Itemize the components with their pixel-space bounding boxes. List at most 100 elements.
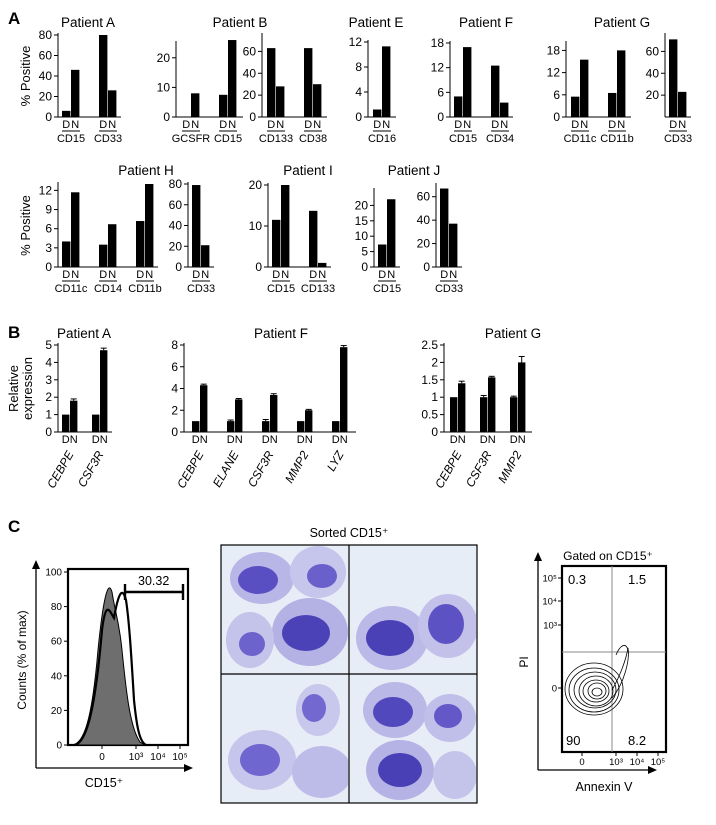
quadrant-upper-right: 1.5: [628, 572, 646, 587]
bar-label: D: [440, 269, 448, 281]
bar: [488, 377, 496, 432]
contour-x-label: Annexin V: [576, 780, 634, 794]
gene-label: CEBPE: [44, 448, 77, 491]
y-tick-label: 20: [39, 90, 53, 104]
micrograph-quadrant-2: [356, 594, 476, 670]
group-label: CD14: [94, 283, 122, 295]
group-label: CD16: [368, 133, 396, 145]
y-tick-label: 0.5: [421, 408, 438, 422]
bar-label: D: [262, 434, 270, 446]
cd15-micrograph: Sorted CD15⁺: [220, 526, 478, 804]
chart-title: Patient J: [388, 163, 441, 178]
bar: [219, 94, 228, 117]
bar: [108, 224, 117, 267]
group-label: CD15: [267, 283, 295, 295]
group-label: CD33: [435, 283, 463, 295]
y-tick-label: 0: [553, 110, 560, 124]
bar-label: D: [182, 119, 190, 131]
hist-gate-value: 30.32: [138, 574, 169, 588]
bar-label: D: [454, 119, 462, 131]
y-tick-label: 0: [249, 110, 256, 124]
bar-label: N: [305, 434, 313, 446]
bar: [62, 414, 70, 432]
y-tick-label: 1.5: [421, 373, 438, 387]
bar: [518, 362, 526, 432]
group-label: CD133: [301, 283, 335, 295]
bar-label: N: [387, 269, 395, 281]
contour-x-tick-label: 0: [579, 757, 584, 768]
y-tick-label: 5: [45, 338, 52, 352]
hist-y-ticks: 0 20 40 60 80 100: [45, 568, 68, 752]
bar-label: D: [450, 434, 458, 446]
bar: [62, 110, 71, 117]
bar-label: D: [136, 269, 144, 281]
y-tick-label: 60: [646, 44, 660, 58]
group-label: CD11c: [564, 133, 597, 145]
y-axis-label: expression: [20, 357, 35, 420]
bar: [309, 210, 318, 267]
chart-title: Patient B: [213, 15, 268, 30]
bar-label: N: [71, 269, 79, 281]
y-tick-label: 80: [169, 177, 183, 191]
y-tick-label: 2.5: [421, 338, 438, 352]
cell: [433, 751, 476, 799]
micrograph-quadrant-4: [363, 682, 476, 800]
gene-label: CEBPE: [432, 448, 465, 491]
bar-label: D: [571, 119, 579, 131]
contour-y-tick-label: 10⁵: [542, 574, 557, 585]
y-tick-label: 5: [361, 245, 368, 259]
y-tick-label: 8: [355, 60, 362, 74]
bar: [145, 184, 154, 267]
panel-label-c: C: [8, 517, 20, 536]
y-tick-label: 3: [45, 241, 52, 255]
gene-label: LYZ: [324, 448, 347, 474]
y-tick-label: 4: [171, 382, 178, 396]
contour-ring: [568, 667, 620, 713]
gene-label: MMP2: [495, 448, 525, 485]
bar-label: N: [318, 269, 326, 281]
y-tick-label: 18: [431, 36, 445, 50]
contour-ring: [615, 645, 629, 656]
contour-ring: [591, 687, 603, 697]
group-label: CD15: [449, 133, 477, 145]
contour-ring: [578, 675, 614, 707]
cell-nucleus: [302, 694, 326, 722]
contour-x-tick-label: 10³: [609, 757, 623, 768]
y-tick-label: 20: [417, 237, 431, 251]
bar: [71, 192, 80, 267]
bar: [100, 350, 108, 432]
hist-y-tick-label: 80: [51, 602, 63, 613]
y-tick-label: 20: [157, 51, 171, 65]
cell: [292, 746, 348, 798]
quadrant-lower-right: 8.2: [628, 733, 646, 748]
bar: [449, 223, 458, 267]
bar-label: N: [228, 119, 236, 131]
y-tick-label: 9: [45, 203, 52, 217]
bar: [227, 421, 235, 432]
bar-label: D: [480, 434, 488, 446]
bar-chart-8: 0 20 40 60 80 D N CD33: [169, 177, 215, 295]
micrograph-quadrant-1: [226, 546, 348, 668]
bar-label: N: [100, 434, 108, 446]
bar: [297, 421, 305, 432]
y-tick-label: 0: [45, 110, 52, 124]
contour-plot-box: [560, 564, 668, 754]
contour-ring: [587, 682, 607, 700]
y-tick-label: 12: [39, 183, 53, 197]
bar-label: D: [373, 119, 381, 131]
bar-label: N: [340, 434, 348, 446]
y-tick-label: 18: [547, 43, 561, 57]
chart-title: Patient F: [254, 326, 308, 341]
bar: [62, 241, 71, 267]
bar: [191, 93, 200, 117]
y-tick-label: 40: [417, 213, 431, 227]
cd15-histogram: 0 20 40 60 80 100 0 10³ 10⁴ 10⁵ 30.32 Counts (% …: [15, 560, 193, 790]
contour-x-tick-label: 10⁵: [651, 757, 666, 768]
